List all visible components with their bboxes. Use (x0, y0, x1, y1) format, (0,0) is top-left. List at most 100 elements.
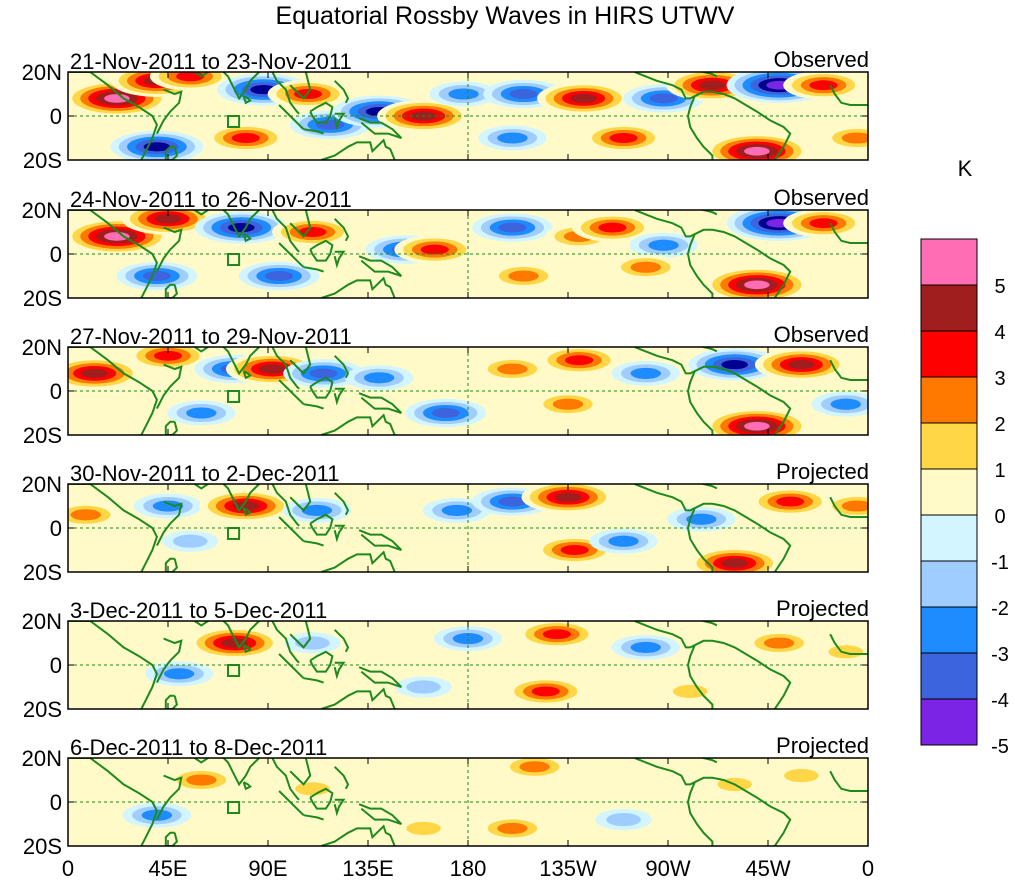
contour-level (565, 355, 594, 366)
anomaly-blob (122, 802, 192, 828)
coastline (829, 359, 868, 381)
y-tick-label: 20N (22, 60, 62, 85)
contour-level (788, 360, 815, 370)
anomaly-blob (629, 232, 698, 258)
y-tick-label: 20N (22, 746, 62, 771)
panel-plot-area (68, 210, 868, 298)
x-tick-label: 45E (148, 856, 187, 881)
anomaly-blob (572, 213, 653, 242)
coastline (278, 790, 305, 816)
colorbar-label: -4 (991, 690, 1009, 712)
contour-level (301, 504, 333, 516)
reference-box (227, 390, 241, 403)
colorbar-box (920, 560, 978, 608)
panel-1: 20N 0 20S 21-Nov-2011 to 23-Nov-2011 Observe… (22, 47, 869, 173)
coastline (699, 758, 718, 764)
coastline (271, 347, 300, 390)
contour-level (231, 133, 260, 143)
colorbar-unit: K (958, 156, 973, 181)
anomaly-blob (667, 506, 736, 532)
contour-level (560, 545, 589, 555)
coastline (271, 758, 300, 801)
anomaly-blob (688, 547, 782, 572)
coastline (194, 621, 210, 627)
coastline (333, 112, 346, 131)
colorbar-label: -1 (991, 552, 1009, 574)
coastline (68, 758, 158, 846)
anomaly-blob (537, 82, 630, 115)
anomaly-blob (167, 767, 236, 793)
colorbar-label: -2 (991, 598, 1009, 620)
y-tick-label: 0 (50, 242, 62, 267)
contour-level (406, 821, 441, 835)
anomaly-blob (394, 235, 475, 264)
coastline (686, 507, 714, 572)
coastlines (68, 758, 868, 846)
coastline (164, 831, 179, 846)
coastline (68, 72, 158, 160)
reference-box (227, 664, 241, 677)
coastline (333, 524, 346, 543)
anomaly-blob (811, 391, 868, 417)
coastline (634, 347, 696, 375)
contour-level (498, 496, 527, 507)
anomaly-blob (127, 347, 209, 371)
coastlines (68, 210, 868, 298)
coastline (686, 370, 714, 435)
coastlines (68, 72, 868, 160)
coastline (358, 255, 403, 277)
coastline (309, 239, 334, 262)
contour-level (406, 680, 441, 694)
contour-level (431, 408, 460, 418)
contour-level (104, 94, 130, 103)
panel-date-range: 21-Nov-2011 to 23-Nov-2011 (70, 49, 352, 74)
contour-level (776, 496, 805, 507)
reference-box (227, 115, 241, 128)
anomaly-blob (704, 408, 810, 435)
anomaly-blob (822, 493, 868, 519)
anomaly-blob (773, 764, 830, 787)
contour-level (809, 218, 838, 229)
anomaly-blob (611, 634, 680, 660)
colorbar-box (920, 606, 978, 654)
colorbar-box (920, 652, 978, 700)
coastline (68, 347, 158, 435)
contour-level (141, 809, 173, 821)
panel-plot-area (68, 484, 868, 572)
x-tick-label: 135W (539, 856, 597, 881)
y-tick-label: 20S (23, 560, 62, 585)
panel-plot-area (68, 347, 868, 435)
coastline (333, 798, 346, 817)
contour-level (152, 500, 184, 512)
colorbar-box (920, 468, 978, 516)
anomaly-blob (205, 123, 287, 153)
coastline (242, 644, 252, 654)
x-tick-label: 180 (450, 856, 487, 881)
anomaly-blob (534, 535, 616, 565)
contour-level (265, 271, 294, 281)
contour-level (531, 686, 560, 697)
coastline (320, 550, 396, 572)
panel-3: 20N 0 20S 27-Nov-2011 to 29-Nov-2011 Observe… (22, 322, 869, 448)
contour-level (441, 504, 473, 516)
contour-level (763, 637, 795, 649)
anomaly-blob (817, 641, 868, 663)
y-tick-label: 20S (23, 423, 62, 448)
contour-level (508, 270, 539, 282)
colorbar-box (920, 284, 978, 332)
anomaly-blob (429, 81, 498, 107)
panel-kind: Projected (776, 459, 869, 484)
coastline (699, 621, 718, 627)
anomaly-blob (472, 213, 553, 242)
y-tick-label: 20S (23, 148, 62, 173)
anomaly-blob (744, 630, 814, 656)
anomaly-blob (272, 217, 353, 247)
contour-level (497, 822, 528, 834)
contour-level (259, 364, 286, 374)
y-tick-label: 20N (22, 335, 62, 360)
anomaly-blob (754, 348, 848, 381)
panel-kind: Observed (774, 185, 869, 210)
coastline (289, 210, 312, 238)
coastline (358, 666, 403, 688)
contour-level (542, 629, 571, 640)
